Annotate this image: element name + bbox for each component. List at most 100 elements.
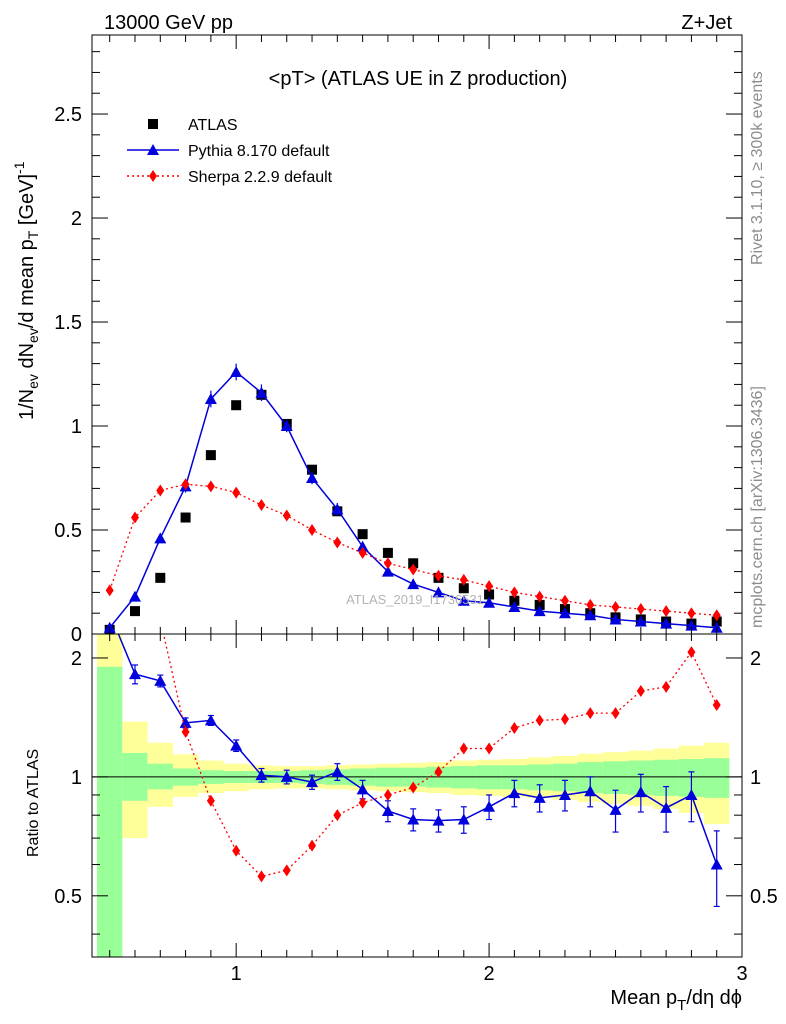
pythia-8-170-default-point [154,674,167,686]
atlas-point [155,572,166,583]
sherpa-2-2-9-default-point [232,844,241,857]
main-y-tick-label: 2 [71,208,82,230]
ratio-y-tick-label: 1 [71,767,82,789]
pythia-8-170-default-point [558,607,571,619]
ratio-y-tick-label-right: 0.5 [750,886,778,908]
sherpa-2-2-9-default-point [459,573,468,586]
legend-atlas-label: ATLAS [188,117,238,134]
ratio-panel-series [104,440,723,908]
pythia-8-170-default-point [104,607,116,618]
plot-title: <pT> (ATLAS UE in Z production) [269,68,568,90]
pythia-8-170-default-point [306,472,319,484]
pythia-8-170-default-point [634,615,647,627]
sherpa-2-2-9-default-point [181,725,190,738]
pythia-8-170-default-point [660,617,673,629]
sherpa-2-2-9-default-point [383,788,392,801]
sherpa-2-2-9-default-point [662,680,671,693]
pythia-8-170-default-point [331,765,344,777]
pythia-8-170-default-point [533,605,546,617]
sherpa-2-2-9-default-point [232,486,241,499]
pythia-8-170-default-point [457,813,470,825]
sherpa-2-2-9-default-point [535,714,544,727]
pythia-8-170-default-point [558,788,571,800]
sherpa-2-2-9-default-point [383,557,392,570]
main-y-tick-label: 1 [71,416,82,438]
pythia-8-170-default-point [381,804,394,816]
main-y-tick-label: 0.5 [54,520,82,542]
legend: ATLAS Pythia 8.170 default Sherpa 2.2.9 de… [127,117,333,186]
atlas-point [711,616,722,627]
pythia-8-170-default-point [483,596,496,608]
sherpa-2-2-9-default-point [434,765,443,778]
pythia-8-170-default-point [306,776,319,788]
ratio-panel-uncertainty-bands [97,634,730,957]
atlas-point [408,558,419,569]
atlas-point [205,450,216,461]
stat-uncertainty-band [97,666,123,957]
pythia-8-170-default-line [109,370,717,629]
ratio-y-tick-label-right: 2 [750,648,761,670]
pythia-8-170-default-point [230,365,243,377]
pythia-8-170-default-point [533,791,546,803]
sherpa-2-2-9-default-point [181,478,190,491]
sherpa-2-2-9-default-point [308,839,317,852]
sherpa-2-2-9-default-point [712,609,721,622]
atlas-point [180,512,191,523]
legend-pythia-8-170-default-label: Pythia 8.170 default [188,143,330,160]
analysis-watermark: ATLAS_2019_I1736531 [346,592,484,607]
legend-pythia-8-170-default-marker [147,144,159,155]
sherpa-2-2-9-default-point [358,796,367,809]
sherpa-2-2-9-default-point [282,864,291,877]
pythia-8-170-default-point [230,739,243,751]
sherpa-2-2-9-default-point [662,605,671,618]
pythia-8-170-default-point [204,392,217,404]
legend-sherpa-2-2-9-default-marker [149,170,157,182]
sherpa-2-2-9-default-point [156,484,165,497]
sherpa-2-2-9-default-point [459,742,468,755]
sherpa-2-2-9-default-point [282,509,291,522]
x-axis-label: Mean pT/dη dϕ [610,987,742,1014]
legend-atlas-marker [148,119,158,129]
ratio-y-tick-label: 2 [71,648,82,670]
sherpa-2-2-9-default-point [106,440,114,452]
pythia-8-170-default-point [255,386,268,398]
pythia-8-170-default-point [508,787,521,799]
axis-ticks: 1 2 3 0 0.5 1 1.5 2 2.5 0.5 0.5 1 1 2 2 [54,35,778,985]
sherpa-2-2-9-default-point [434,569,443,582]
pythia-8-170-default-point [255,769,268,781]
mcplots-label: mcplots.cern.ch [arXiv:1306.3436] [749,386,766,628]
ratio-y-axis-label: Ratio to ATLAS [25,749,42,857]
atlas-point [458,583,469,594]
ratio-y-tick-label: 0.5 [54,886,82,908]
main-y-tick-label: 1.5 [54,312,82,334]
atlas-point [129,606,140,617]
rivet-version-label: Rivet 3.1.10, ≥ 300k events [749,71,766,265]
pythia-8-170-default-point [457,594,470,606]
atlas-point [231,400,242,411]
legend-sherpa-2-2-9-default-label: Sherpa 2.2.9 default [188,169,333,186]
sherpa-2-2-9-default-point [510,586,519,599]
sherpa-2-2-9-default-point [130,511,139,524]
x-tick-label: 3 [736,963,747,985]
ratio-panel-frame [91,633,743,958]
ratio-y-tick-label-right: 1 [750,767,761,789]
pythia-8-170-default-point [584,785,597,797]
pythia-8-170-default-point [432,586,445,598]
pythia-8-170-default-point [432,814,445,826]
main-y-tick-label: 2.5 [54,104,82,126]
sherpa-2-2-9-default-point [409,563,418,576]
pythia-8-170-default-point [356,783,369,795]
panel-frames [91,34,743,958]
sherpa-2-2-9-default-point [206,480,215,493]
pythia-8-170-default-point [584,609,597,621]
main-y-axis-label: 1/Nev dNev/d mean pT [GeV]-1 [11,161,41,420]
pythia-8-170-default-point [634,786,647,798]
pythia-8-170-default-point [407,813,420,825]
pythia-8-170-default-point [280,420,293,432]
sherpa-2-2-9-default-point [687,646,696,659]
pythia-8-170-default-point [128,590,141,602]
stat-uncertainty-band [602,761,629,795]
pythia-8-170-default-point [128,668,141,680]
pythia-8-170-default-point [204,714,217,726]
